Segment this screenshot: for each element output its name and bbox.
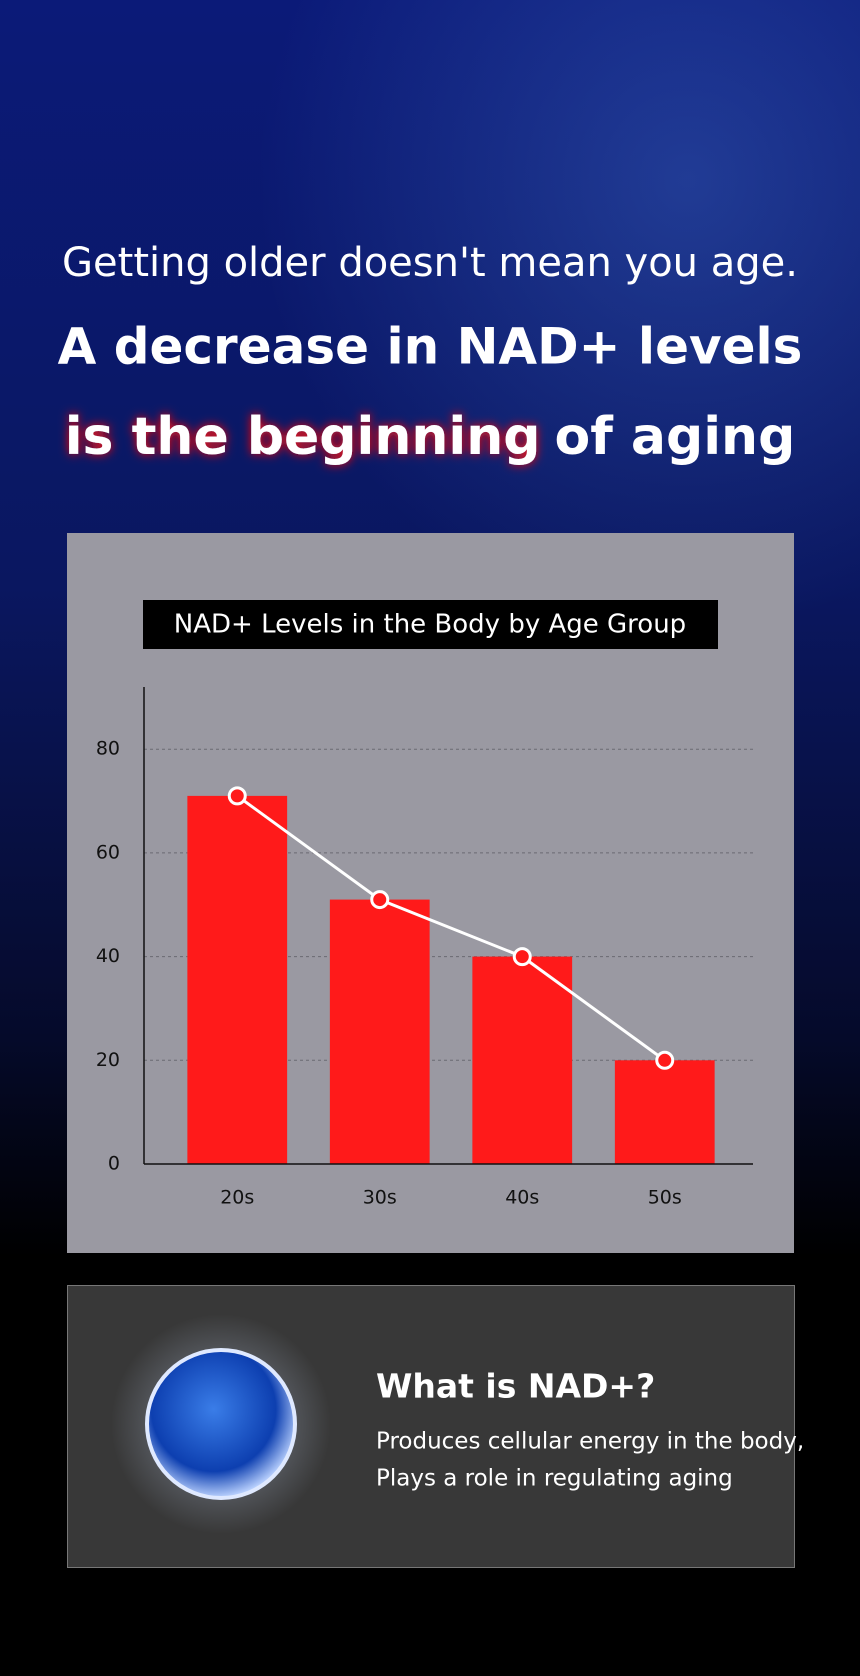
y-tick-label: 40	[96, 945, 120, 967]
trend-point	[227, 786, 247, 806]
headline-rest: of aging	[554, 407, 795, 467]
info-line: Produces cellular energy in the body,	[376, 1429, 804, 1455]
y-tick-label: 60	[96, 841, 120, 863]
y-tick-label: 20	[96, 1049, 120, 1071]
trend-line	[236, 794, 666, 1062]
x-tick-label: 30s	[363, 1187, 397, 1209]
bar	[187, 795, 288, 1164]
y-tick-label: 0	[108, 1153, 120, 1175]
trend-point	[370, 890, 390, 910]
x-tick-label: 20s	[220, 1187, 254, 1209]
info-title: What is NAD+?	[376, 1367, 655, 1406]
bar	[472, 956, 573, 1164]
x-tick-label: 50s	[648, 1187, 682, 1209]
headline-highlight: is the beginning	[65, 407, 541, 467]
info-line: Plays a role in regulating aging	[376, 1466, 733, 1492]
plot: 0 20 40 60 80 20s 30s 40s 50s	[96, 687, 753, 1209]
bar	[614, 1060, 715, 1164]
trend-point	[512, 947, 532, 967]
bar	[329, 899, 430, 1164]
headline: A decrease in NAD+ levels	[58, 318, 803, 376]
orb-icon	[145, 1348, 297, 1500]
chart-title: NAD+ Levels in the Body by Age Group	[174, 610, 686, 640]
chart-title-box	[143, 600, 718, 649]
headline-second: is the beginning of aging	[65, 407, 796, 467]
y-tick-label: 80	[96, 738, 120, 760]
x-tick-label: 40s	[505, 1187, 539, 1209]
subtitle: Getting older doesn't mean you age.	[62, 240, 798, 286]
trend-point	[655, 1050, 675, 1070]
